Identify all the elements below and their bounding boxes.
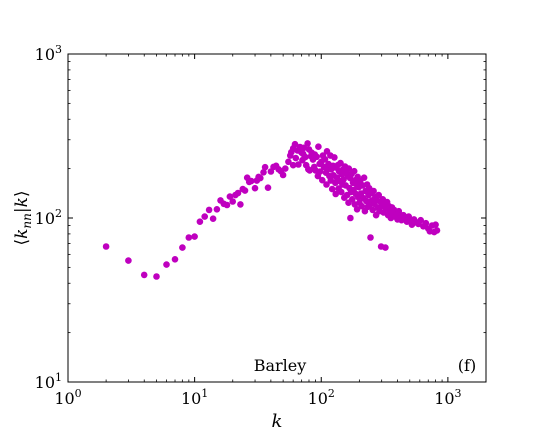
- data-point: [125, 257, 132, 264]
- y-axis-ticks: 101 102 103: [35, 43, 486, 392]
- data-point: [289, 161, 297, 169]
- data-point: [306, 167, 314, 174]
- data-point: [313, 153, 321, 161]
- x-tick-label: 101: [181, 387, 208, 408]
- y-axis-label: ⟨knn|k⟩: [12, 190, 34, 245]
- data-point: [140, 271, 148, 279]
- data-point: [229, 198, 236, 205]
- data-point: [247, 177, 255, 185]
- data-point: [226, 193, 234, 200]
- data-point: [295, 161, 302, 168]
- data-point: [323, 181, 330, 188]
- data-point: [179, 244, 186, 251]
- x-tick-label: 103: [434, 387, 461, 408]
- data-point: [257, 174, 264, 182]
- y-label-open: ⟨: [12, 239, 32, 246]
- y-label-bar: |: [12, 207, 32, 213]
- y-tick-label: 103: [35, 43, 62, 64]
- svg-text:⟨knn|k⟩: ⟨knn|k⟩: [12, 190, 34, 245]
- data-point: [264, 184, 272, 191]
- data-point: [337, 159, 344, 167]
- data-point: [331, 154, 338, 161]
- x-tick-label: 100: [54, 387, 81, 408]
- dataset-annotation: Barley: [254, 356, 307, 375]
- data-point: [196, 218, 204, 225]
- data-point: [375, 191, 383, 199]
- data-point: [171, 255, 179, 263]
- data-point: [382, 244, 389, 251]
- data-point: [261, 163, 269, 171]
- data-point: [316, 168, 324, 175]
- data-point: [234, 189, 242, 197]
- data-point: [282, 165, 289, 172]
- data-point: [360, 174, 368, 181]
- data-point: [328, 185, 336, 193]
- data-point: [315, 143, 322, 150]
- data-point: [191, 233, 198, 240]
- data-point: [205, 206, 213, 214]
- y-label-k: k: [12, 229, 32, 239]
- y-label-k2: k: [12, 197, 32, 207]
- x-axis-ticks: 100 101 102 103: [54, 54, 487, 408]
- data-point: [291, 140, 299, 148]
- data-point: [353, 206, 361, 213]
- data-point: [347, 214, 354, 222]
- data-point: [300, 144, 308, 152]
- data-points: [102, 140, 441, 280]
- panel-label: (f): [458, 356, 476, 375]
- x-tick-label: 102: [308, 387, 335, 408]
- data-point: [163, 261, 170, 268]
- data-point: [102, 243, 110, 250]
- data-point: [251, 184, 259, 192]
- data-point: [285, 158, 292, 166]
- data-point: [260, 169, 267, 176]
- data-point: [321, 156, 329, 163]
- data-point: [422, 219, 430, 227]
- data-point: [367, 234, 374, 241]
- x-axis-label: k: [272, 411, 283, 432]
- data-point: [370, 187, 377, 195]
- data-point: [223, 201, 231, 209]
- data-point: [432, 221, 439, 228]
- data-point: [185, 234, 193, 241]
- data-point: [241, 187, 249, 194]
- y-label-sub: nn: [20, 213, 34, 228]
- data-point: [213, 206, 221, 213]
- data-point: [279, 171, 287, 179]
- y-label-close: ⟩: [12, 190, 32, 197]
- data-point: [302, 153, 309, 161]
- data-point: [209, 215, 217, 222]
- data-point: [349, 196, 356, 203]
- data-point: [319, 176, 326, 184]
- data-point: [358, 202, 366, 210]
- data-point: [237, 201, 244, 208]
- data-point: [417, 216, 425, 224]
- data-point: [332, 190, 340, 198]
- data-point: [201, 213, 208, 220]
- data-point: [153, 273, 160, 280]
- data-point: [433, 227, 441, 234]
- y-tick-label: 102: [35, 207, 62, 228]
- y-tick-label: 101: [35, 371, 62, 392]
- data-point: [350, 167, 358, 175]
- data-point: [292, 154, 300, 162]
- data-point: [304, 140, 311, 147]
- data-point: [338, 188, 345, 196]
- data-point: [345, 165, 353, 172]
- data-point: [369, 206, 377, 214]
